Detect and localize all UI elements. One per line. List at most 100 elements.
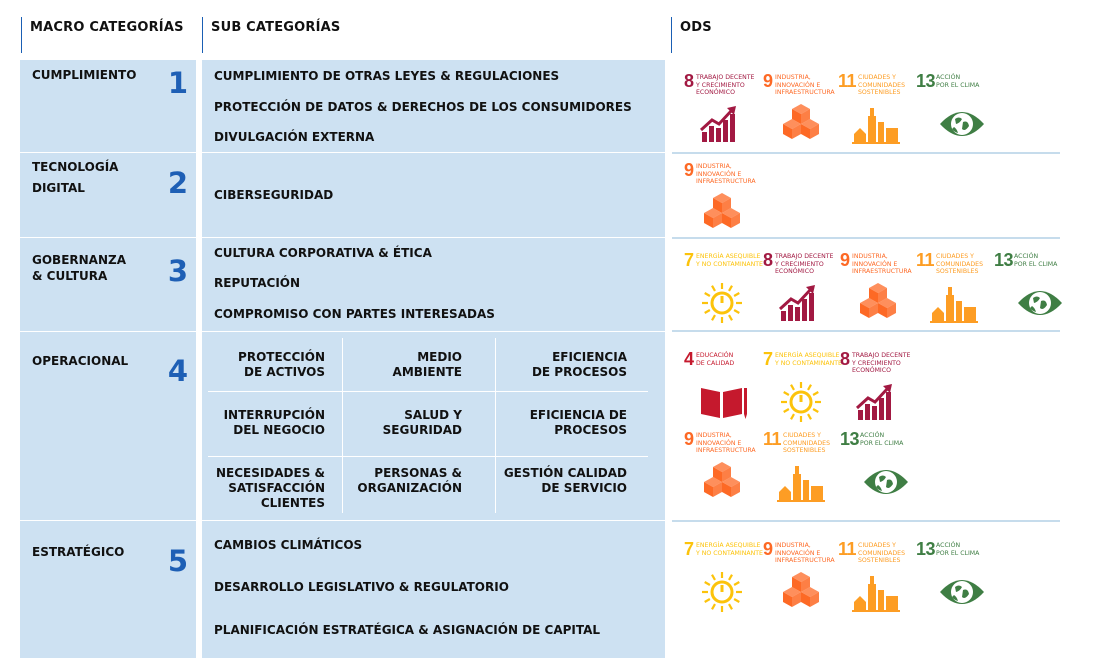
- sdg-goal-number: 7: [684, 539, 694, 559]
- sub-item: CULTURA CORPORATIVA & ÉTICA: [214, 246, 432, 260]
- sdg-7-icon: [781, 382, 821, 422]
- sdg-goal-label: ENERGÍA ASEQUIBLE Y NO CONTAMINANTE: [696, 253, 763, 268]
- sdg-goal-number: 7: [763, 349, 773, 369]
- sub-item: CIBERSEGURIDAD: [214, 188, 334, 202]
- grid-cell: GESTIÓN CALIDAD DE SERVICIO: [504, 466, 627, 496]
- grid-cell-line: AMBIENTE: [392, 365, 462, 379]
- sdg-goal-number: 13: [840, 429, 860, 449]
- separator-3b: [202, 331, 665, 332]
- sdg-goal-label: CIUDADES Y COMUNIDADES SOSTENIBLES: [936, 253, 984, 275]
- grid-cell-line: SALUD Y: [404, 408, 462, 422]
- macro-number-5: 5: [167, 544, 189, 578]
- grid-cell-line: EFICIENCIA: [552, 350, 627, 364]
- sdg-goal-label: INDUSTRIA, INNOVACIÓN E INFRAESTRUCTURA: [775, 542, 835, 564]
- grid-cell: SALUD Y SEGURIDAD: [383, 408, 462, 438]
- macro-panel: [20, 60, 196, 658]
- macro-header-text: MACRO CATEGORÍAS: [30, 20, 184, 35]
- sdg-goal-number: 9: [684, 429, 694, 449]
- sdg-13-icon: [1018, 291, 1062, 315]
- sdg-goal-number: 11: [763, 429, 782, 449]
- sdg-8-icon: [778, 285, 815, 321]
- sdg-8-icon: [699, 106, 736, 142]
- macro-title-3-line2: & CULTURA: [32, 269, 108, 283]
- ods-separator-3: [672, 330, 1060, 332]
- sub-item: CUMPLIMIENTO DE OTRAS LEYES & REGULACION…: [214, 69, 560, 83]
- macro-title-4: OPERACIONAL: [32, 354, 129, 368]
- grid-cell-line: SATISFACCIÓN: [228, 481, 325, 495]
- sdg-goal-number: 9: [763, 539, 773, 559]
- sdg-goal-label: INDUSTRIA, INNOVACIÓN E INFRAESTRUCTURA: [852, 253, 912, 275]
- sub-item: REPUTACIÓN: [214, 276, 301, 290]
- grid-cell: PROTECCIÓN DE ACTIVOS: [238, 350, 325, 380]
- sdg-goal-number: 7: [684, 250, 694, 270]
- grid-cell: EFICIENCIA DE PROCESOS: [530, 408, 627, 438]
- macro-title-3-line1: GOBERNANZA: [32, 253, 126, 267]
- sdg-goal-label: EDUCACIÓN DE CALIDAD: [696, 352, 735, 367]
- sdg-9-icon: [704, 193, 740, 228]
- sdg-11-icon: [852, 108, 900, 144]
- sdg-goal-label: INDUSTRIA, INNOVACIÓN E INFRAESTRUCTURA: [775, 74, 835, 96]
- sdg-goal-number: 9: [684, 160, 694, 180]
- grid-cell: NECESIDADES & SATISFACCIÓN CLIENTES: [216, 466, 325, 511]
- sdg-9-icon: [783, 572, 819, 607]
- sub-item: PLANIFICACIÓN ESTRATÉGICA & ASIGNACIÓN D…: [214, 623, 601, 637]
- sdg-goal-number: 9: [763, 71, 773, 91]
- sdg-goal-number: 11: [838, 71, 857, 91]
- sdg-goal-number: 4: [684, 349, 694, 369]
- grid-cell: EFICIENCIA DE PROCESOS: [532, 350, 627, 380]
- ods-header: ODS: [671, 17, 712, 53]
- grid-cell: INTERRUPCIÓN DEL NEGOCIO: [224, 408, 325, 438]
- grid-cell: PERSONAS & ORGANIZACIÓN: [357, 466, 462, 496]
- ods-separator-1: [672, 152, 1060, 154]
- ods-separator-2: [672, 237, 1060, 239]
- ods-separator-4: [672, 520, 1060, 522]
- sdg-11-icon: [852, 576, 900, 612]
- grid-vline-2: [495, 338, 496, 513]
- sdg-11-icon: [777, 466, 825, 502]
- sdg-goal-label: TRABAJO DECENTE Y CRECIMIENTO ECONÓMICO: [852, 352, 911, 374]
- sdg-goal-label: INDUSTRIA, INNOVACIÓN E INFRAESTRUCTURA: [696, 163, 756, 185]
- sdg-goal-number: 8: [684, 71, 694, 91]
- grid-cell-line: DEL NEGOCIO: [233, 423, 325, 437]
- sdg-goal-number: 9: [840, 250, 850, 270]
- sub-item: PROTECCIÓN DE DATOS & DERECHOS DE LOS CO…: [214, 100, 632, 114]
- macro-categories-header: MACRO CATEGORÍAS: [21, 17, 184, 53]
- grid-vline-1: [342, 338, 343, 513]
- sdg-goal-label: ENERGÍA ASEQUIBLE Y NO CONTAMINANTE: [696, 542, 763, 557]
- sub-item: CAMBIOS CLIMÁTICOS: [214, 538, 363, 552]
- macro-number-3: 3: [167, 254, 189, 288]
- sdg-goal-label: TRABAJO DECENTE Y CRECIMIENTO ECONÓMICO: [696, 74, 755, 96]
- sdg-8-icon: [855, 384, 892, 420]
- macro-title-1: CUMPLIMIENTO: [32, 68, 137, 82]
- macro-title-2-line2: DIGITAL: [32, 181, 85, 195]
- grid-hline-2: [208, 456, 648, 457]
- sdg-goal-number: 13: [916, 539, 936, 559]
- grid-cell-line: CLIENTES: [260, 496, 325, 510]
- grid-cell-line: DE SERVICIO: [541, 481, 627, 495]
- sdg-goal-number: 13: [994, 250, 1014, 270]
- grid-cell-line: NECESIDADES &: [215, 466, 325, 480]
- grid-cell-line: PROTECCIÓN: [238, 350, 325, 364]
- sdg-goal-number: 11: [916, 250, 935, 270]
- macro-title-5: ESTRATÉGICO: [32, 545, 125, 559]
- grid-hline-1: [208, 391, 648, 392]
- sdg-13-icon: [940, 112, 984, 136]
- ods-header-text: ODS: [680, 20, 712, 35]
- separator-4: [20, 520, 196, 521]
- sub-panel: [202, 60, 665, 658]
- macro-number-1: 1: [167, 66, 189, 100]
- sub-categories-header: SUB CATEGORÍAS: [202, 17, 341, 53]
- separator-2b: [202, 237, 665, 238]
- sub-header-text: SUB CATEGORÍAS: [211, 20, 341, 35]
- grid-cell-line: DE ACTIVOS: [244, 365, 325, 379]
- separator-3: [20, 331, 196, 332]
- grid-cell-line: GESTIÓN CALIDAD: [503, 466, 627, 480]
- sdg-goal-number: 8: [763, 250, 773, 270]
- sdg-goal-label: ACCIÓN POR EL CLIMA: [936, 542, 980, 557]
- macro-number-2: 2: [167, 166, 189, 200]
- sdg-4-icon: [701, 388, 747, 419]
- sdg-goal-number: 11: [838, 539, 857, 559]
- sdg-goal-number: 13: [916, 71, 936, 91]
- grid-cell-line: INTERRUPCIÓN: [223, 408, 325, 422]
- grid-cell-line: EFICIENCIA DE: [529, 408, 627, 422]
